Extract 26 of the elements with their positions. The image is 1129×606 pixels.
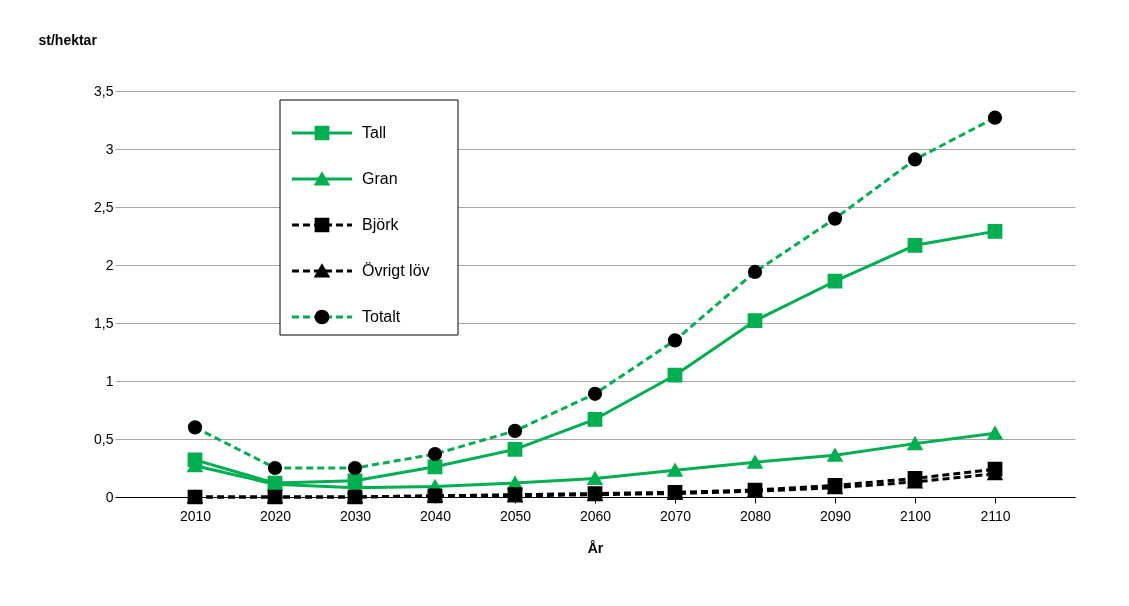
x-tick-label: 2020 [259, 507, 292, 524]
y-tick-label: 1,5 [94, 314, 114, 331]
x-tick-label: 2010 [179, 507, 212, 524]
y-tick-label: 1 [105, 372, 114, 389]
x-tick-label: 2080 [739, 507, 772, 524]
legend-label: Björk [362, 216, 400, 233]
x-tick-label: 2110 [980, 507, 1011, 524]
x-tick-label: 2040 [419, 507, 452, 524]
x-tick-label: 2050 [499, 507, 532, 524]
legend-label: Övrigt löv [362, 262, 430, 279]
y-tick-label: 0 [105, 488, 114, 505]
y-tick-label: 3 [105, 140, 114, 157]
x-tick-label: 2030 [339, 507, 372, 524]
y-tick-label: 2 [105, 256, 114, 273]
x-axis-title: År [587, 539, 604, 556]
y-axis-title: st/hektar [38, 31, 98, 48]
legend-label: Gran [362, 170, 398, 187]
x-tick-label: 2060 [579, 507, 612, 524]
legend-label: Tall [362, 124, 387, 141]
y-tick-label: 3,5 [94, 82, 114, 99]
y-tick-label: 2,5 [94, 198, 114, 215]
y-tick-label: 0,5 [94, 430, 114, 447]
x-tick-label: 2100 [899, 507, 932, 524]
x-tick-label: 2070 [659, 507, 692, 524]
legend-label: Totalt [362, 308, 401, 325]
x-tick-label: 2090 [819, 507, 852, 524]
